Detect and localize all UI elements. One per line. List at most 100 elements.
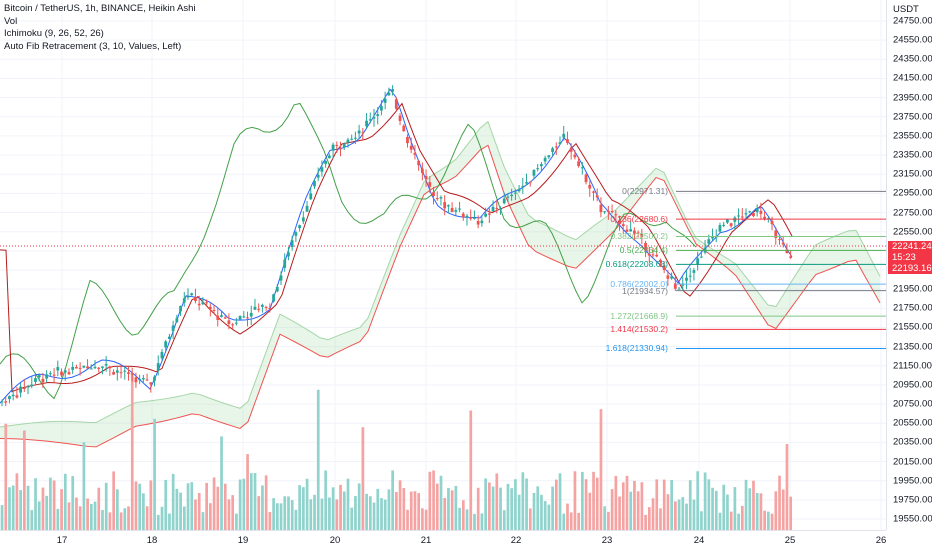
chart-legend: Bitcoin / TetherUS, 1h, BINANCE, Heikin … [4,3,196,53]
candle-body [194,297,197,301]
price-tick: 23950.00 [893,92,932,104]
candle-body [640,233,644,237]
volume-bar [78,506,82,530]
candle-body [130,373,134,375]
candle-body [603,211,607,213]
volume-bar [52,480,56,530]
volume-bar [536,486,540,530]
candle-body [625,229,629,232]
candle-body [711,236,714,239]
volume-bar [755,493,759,530]
candle-body [361,132,365,134]
candle-body [688,275,692,277]
volume-bar [588,492,592,530]
volume-bar [160,506,164,530]
volume-bar [685,503,688,530]
candle-body [599,204,603,213]
candle-body [156,363,160,371]
volume-bar [372,502,376,530]
ichimoku-indicator-label[interactable]: Ichimoku (9, 26, 52, 26) [4,28,104,39]
candle-body [231,324,235,326]
volume-bar [45,495,49,530]
candle-body [171,325,175,332]
candle-body [499,208,502,210]
volume-bar [659,508,662,530]
candle-body [264,306,268,308]
candle-body [610,211,614,213]
candle-body [179,305,182,312]
candle-body [205,302,208,304]
candle-body [190,293,194,296]
volume-bar [707,479,711,530]
volume-bar [186,483,190,530]
candle-body [420,168,424,173]
volume-bar [714,490,718,530]
candle-body [56,367,60,371]
candle-body [406,137,409,144]
fib-indicator-label[interactable]: Auto Fib Retracement (3, 10, Values, Lef… [4,40,182,52]
volume-bar [718,512,722,530]
candle-body [37,375,41,378]
candle-body [618,220,621,225]
symbol-title[interactable]: Bitcoin / TetherUS, 1h, BINANCE, Heikin … [4,3,196,14]
candle-body [551,148,554,152]
candle-body [97,367,101,369]
volume-bar [116,489,119,530]
volume-bar [238,479,242,530]
price-tick: 20350.00 [893,436,932,448]
candle-body [659,259,662,263]
candle-body [283,259,287,268]
volume-bar [573,471,577,530]
candle-body [413,152,417,155]
candle-body [726,219,729,223]
candle-body [748,211,752,213]
candle-body [595,195,599,198]
fib-level-label: 0.5(22354.4) [619,245,668,256]
time-axis[interactable]: 17 18 19 20 21 22 23 24 25 26 [0,530,886,551]
candle-body [220,315,223,317]
volume-bar [383,499,387,530]
volume-bar [346,478,350,530]
candle-body [331,144,335,151]
candle-body [525,182,528,184]
candle-body [662,265,666,270]
candle-body [34,378,37,382]
lagging-span-line [0,102,697,400]
volume-bar [759,493,763,530]
volume-bar [700,511,703,530]
price-axis[interactable]: USDT 24750.00 24550.00 24350.00 24150.00 239… [886,0,932,530]
candle-body [718,225,722,232]
candle-body [580,167,584,169]
chart-area[interactable]: Bitcoin / TetherUS, 1h, BINANCE, Heikin … [0,0,886,530]
volume-bar [532,492,536,530]
candle-body [257,308,261,310]
price-tick: 21550.00 [893,321,932,333]
volume-bar [387,489,391,530]
price-tick: 24150.00 [893,72,932,84]
volume-bar [395,491,398,530]
volume-bar [75,497,78,530]
volume-bar [339,484,342,530]
volume-bar [566,503,569,530]
price-tick: 23750.00 [893,111,932,123]
volume-bar [361,427,365,530]
volume-bar [134,481,138,530]
fib-level-label: 1.618(21330.94) [605,343,668,354]
vol-indicator-label[interactable]: Vol [4,15,18,27]
price-chart[interactable] [0,0,886,530]
candle-body [502,198,506,204]
candle-body [108,366,112,369]
volume-bar [101,509,104,530]
fib-level-label: 1.414(21530.2) [610,324,668,335]
candle-body [476,220,480,225]
volume-bar [476,487,480,530]
candle-body [566,139,569,143]
volume-bar [424,509,428,530]
volume-bar [4,423,8,530]
candle-body [655,254,659,257]
volume-bar [123,508,127,530]
candle-body [458,208,461,210]
candle-body [692,270,696,273]
volume-bar [670,480,673,530]
candle-body [365,120,368,127]
